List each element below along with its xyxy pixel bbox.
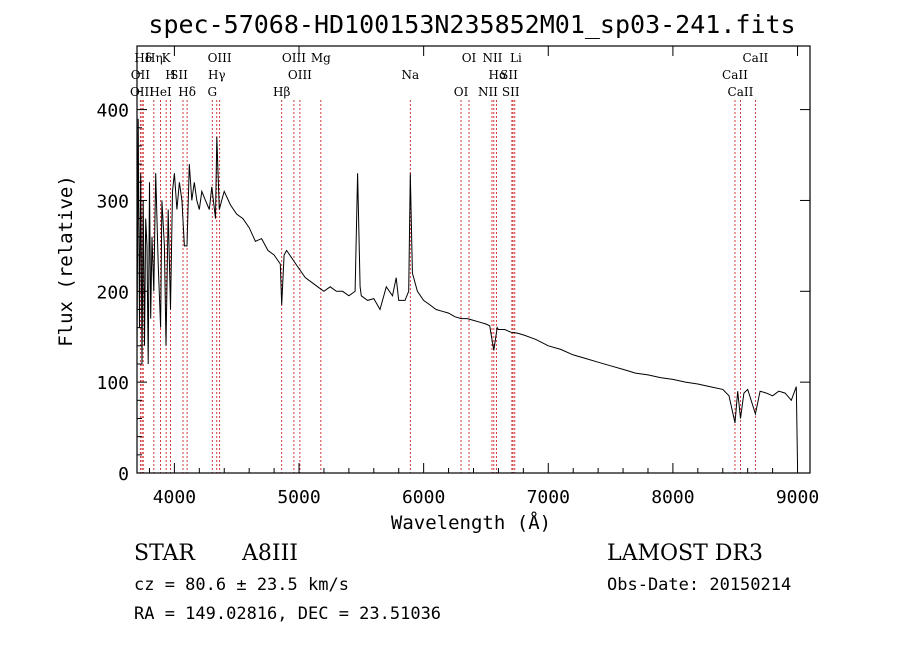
- line-marker-label: NII: [478, 85, 498, 99]
- x-tick-label: 7000: [527, 487, 570, 508]
- spectral-subclass: A8III: [241, 541, 298, 566]
- redshift-cz: cz = 80.6 ± 23.5 km/s: [134, 575, 349, 595]
- x-tick-label: 5000: [277, 487, 320, 508]
- line-marker-label: Hβ: [273, 85, 290, 99]
- line-marker-label: OI: [462, 51, 477, 65]
- ra-dec-coordinates: RA = 149.02816, DEC = 23.51036: [134, 604, 441, 624]
- line-marker-label: Mg: [311, 51, 331, 65]
- y-axis-ticks: 0 100 200 300 400: [96, 72, 810, 485]
- line-marker-label: OI: [454, 85, 469, 99]
- y-tick-label: 0: [118, 464, 129, 485]
- chart-title: spec-57068-HD100153N235852M01_sp03-241.f…: [148, 10, 795, 39]
- line-marker-label: CaII: [722, 68, 748, 82]
- line-marker-label: OIII: [282, 51, 306, 65]
- line-marker-label: OIII: [208, 51, 232, 65]
- line-marker-label: Na: [401, 68, 419, 82]
- line-marker-label: SII: [170, 68, 188, 82]
- line-marker-label: NII: [482, 51, 502, 65]
- x-tick-label: 8000: [651, 487, 694, 508]
- line-marker-label: CaII: [728, 85, 754, 99]
- line-marker-label: Hδ: [134, 51, 152, 65]
- line-marker-label: SII: [500, 68, 518, 82]
- observation-date: Obs-Date: 20150214: [607, 575, 791, 595]
- plot-frame: [136, 45, 811, 474]
- x-tick-label: 4000: [153, 487, 196, 508]
- line-marker-label: Hα: [489, 68, 508, 82]
- y-tick-label: 400: [96, 101, 129, 122]
- y-tick-label: 100: [96, 373, 129, 394]
- survey-name: LAMOST DR3: [607, 541, 763, 566]
- x-axis-ticks: 4000 5000 6000 7000 8000 9000: [148, 46, 819, 508]
- line-marker-label: OIII: [130, 85, 154, 99]
- line-marker-label: HeI: [149, 85, 172, 99]
- x-tick-label: 9000: [776, 487, 819, 508]
- line-marker-label: Hη: [145, 51, 163, 65]
- line-marker-label: H: [165, 68, 175, 82]
- line-marker-label: OII: [131, 68, 151, 82]
- spectrum-series-line: [136, 118, 798, 464]
- line-markers: [139, 100, 756, 473]
- x-axis-label: Wavelength (Å): [391, 511, 551, 534]
- line-marker-label: OIII: [288, 68, 312, 82]
- line-marker-label: Hγ: [208, 68, 226, 82]
- line-marker-label: Li: [510, 51, 522, 65]
- line-marker-label: SII: [502, 85, 520, 99]
- line-marker-label: CaII: [742, 51, 768, 65]
- line-marker-label: K: [162, 51, 172, 65]
- line-marker-label: G: [207, 85, 217, 99]
- line-marker-labels: Hδ OII OIII KH HeI Hη SII Hδ OIII Hγ G OIII OIII Hβ Mg…: [130, 51, 769, 99]
- object-type: STAR: [134, 541, 196, 566]
- x-tick-label: 6000: [402, 487, 445, 508]
- y-axis-label: Flux (relative): [55, 175, 77, 347]
- y-tick-label: 300: [96, 191, 129, 212]
- line-marker-label: Hδ: [178, 85, 196, 99]
- y-tick-label: 200: [96, 282, 129, 303]
